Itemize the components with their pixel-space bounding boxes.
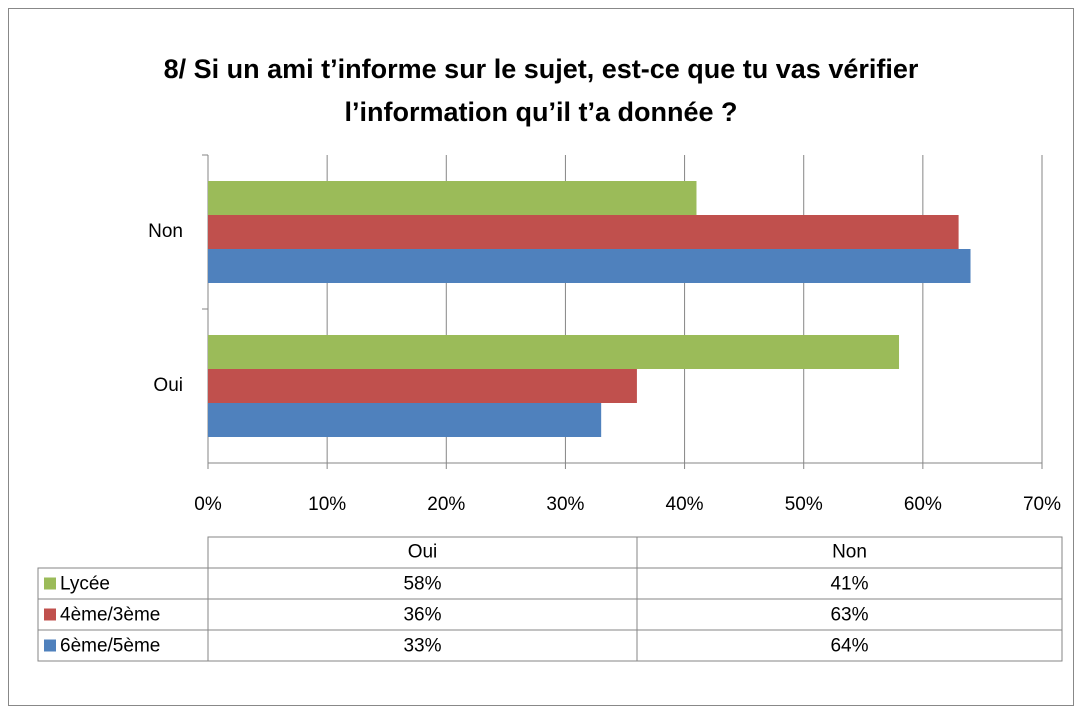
bar — [208, 369, 637, 403]
x-tick-label: 20% — [427, 494, 465, 515]
table-column-header: Non — [832, 542, 867, 563]
legend-label: 4ème/3ème — [60, 605, 160, 626]
legend-swatch — [44, 577, 56, 590]
legend-label: Lycée — [60, 574, 110, 595]
table-cell: 64% — [830, 636, 868, 657]
bar — [208, 403, 602, 437]
bar — [208, 215, 959, 249]
x-tick-label: 0% — [194, 494, 222, 515]
legend-label: 6ème/5ème — [60, 636, 160, 657]
chart-title: 8/ Si un ami t’informe sur le sujet, est… — [163, 54, 919, 127]
x-tick-label: 40% — [666, 494, 704, 515]
bar — [208, 249, 971, 283]
table-row-border — [37, 629, 1063, 662]
y-tick-label: Non — [148, 221, 183, 242]
table-cell: 63% — [830, 605, 868, 626]
bar — [208, 335, 900, 369]
table-cell: 41% — [830, 574, 868, 595]
table-cell: 33% — [403, 636, 441, 657]
x-tick-label: 50% — [785, 494, 823, 515]
x-tick-label: 30% — [546, 494, 584, 515]
legend-swatch — [44, 639, 56, 652]
bar — [208, 181, 697, 215]
y-tick-label: Oui — [153, 375, 183, 396]
legend-swatch — [44, 608, 56, 621]
x-tick-label: 70% — [1023, 494, 1061, 515]
table-cell: 36% — [403, 605, 441, 626]
table-column-header: Oui — [408, 542, 438, 563]
table-cell: 58% — [403, 574, 441, 595]
x-tick-label: 60% — [904, 494, 942, 515]
x-tick-label: 10% — [308, 494, 346, 515]
